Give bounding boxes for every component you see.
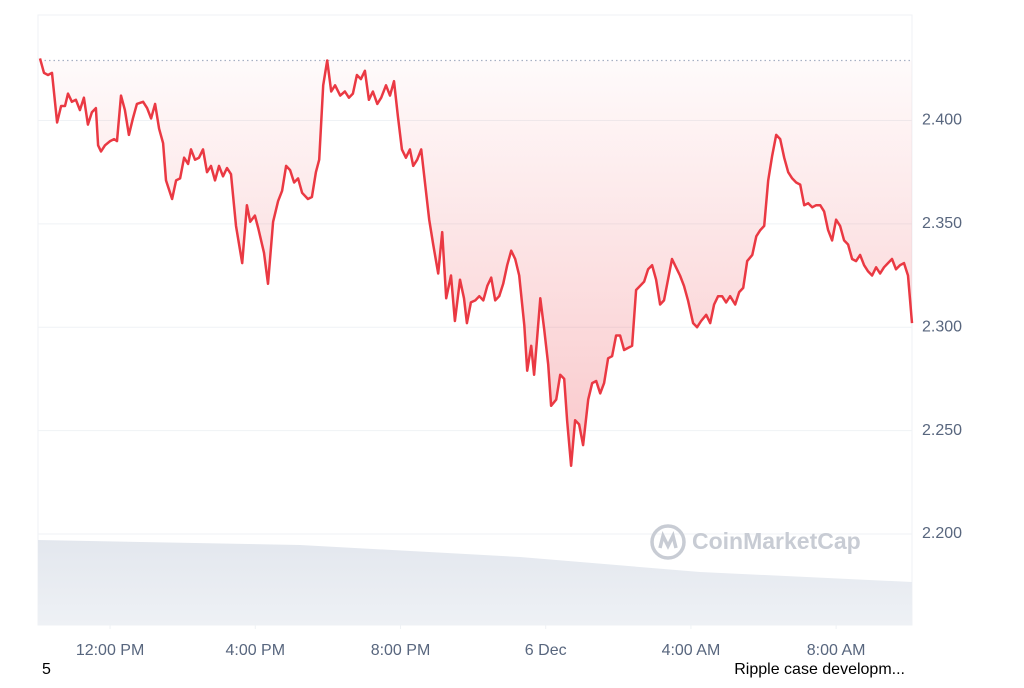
y-tick-label: 2.350 [922,215,962,232]
footer-left: 5 [42,661,51,678]
x-tick-label: 6 Dec [525,642,567,659]
y-tick-label: 2.400 [922,112,962,129]
y-tick-label: 2.250 [922,422,962,439]
x-tick-label: 8:00 PM [371,642,431,659]
y-tick-label: 2.200 [922,525,962,542]
x-tick-label: 8:00 AM [807,642,866,659]
volume-area [38,540,912,625]
x-tick-label: 4:00 PM [225,642,285,659]
footer-right: Ripple case developm... [734,661,905,678]
watermark: CoinMarketCap [692,528,861,554]
watermark-logo [650,524,686,560]
x-tick-label: 4:00 AM [662,642,721,659]
x-tick-label: 12:00 PM [76,642,144,659]
area [40,58,912,466]
y-tick-label: 2.300 [922,318,962,335]
price-line [38,58,914,468]
